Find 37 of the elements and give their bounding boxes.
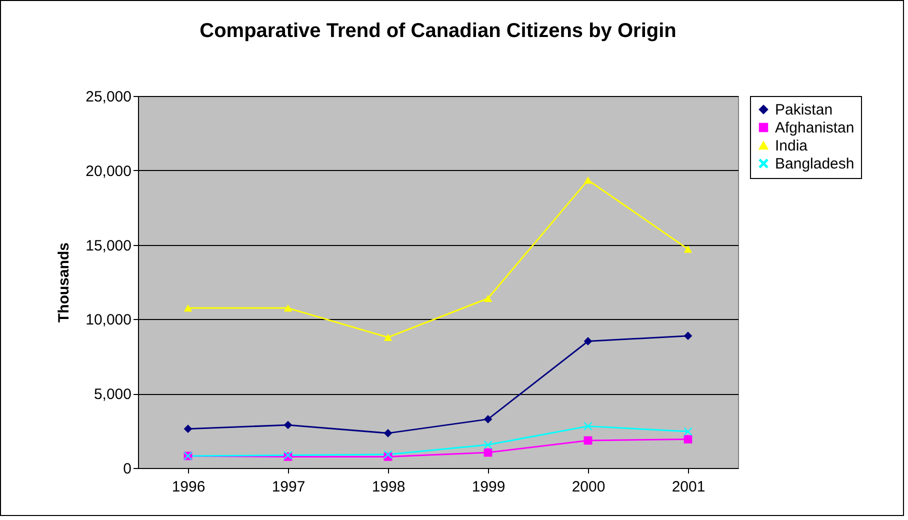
- x-tick-label: 1996: [172, 478, 206, 496]
- point: [184, 304, 192, 312]
- chart-title: Comparative Trend of Canadian Citizens by Origin: [200, 20, 676, 42]
- point: [684, 245, 692, 253]
- point: [584, 337, 592, 346]
- x-tick-label: 2000: [572, 478, 606, 496]
- legend-label: Bangladesh: [775, 156, 854, 172]
- point: [184, 424, 192, 434]
- y-tick-label: 15,000: [86, 237, 132, 254]
- point: [384, 334, 392, 341]
- y-axis-title: Thousands: [56, 242, 73, 323]
- point: [684, 332, 692, 340]
- legend-label: Afghanistan: [775, 120, 854, 136]
- x-tick-label: 1998: [372, 478, 406, 496]
- y-tick-label: 10,000: [86, 312, 132, 329]
- point: [284, 420, 292, 430]
- point: [484, 415, 492, 424]
- point: [384, 429, 392, 438]
- point: [284, 304, 292, 312]
- point: [684, 435, 692, 444]
- legend-label: Pakistan: [775, 102, 833, 118]
- legend-label: India: [775, 138, 808, 154]
- x-tick-label: 2001: [672, 478, 706, 496]
- point: [484, 294, 492, 302]
- x-tick-label: 1997: [272, 478, 306, 496]
- y-tick-label: 0: [123, 460, 132, 478]
- point: [584, 176, 592, 184]
- x-tick-label: 1999: [472, 478, 506, 496]
- point: [584, 436, 592, 445]
- point: [484, 448, 492, 457]
- y-tick-label: 5,000: [94, 386, 132, 404]
- y-tick-label: 20,000: [86, 162, 132, 180]
- point: [684, 427, 692, 436]
- point: [584, 422, 592, 430]
- point: [484, 440, 492, 449]
- y-tick-label: 25,000: [86, 88, 132, 106]
- point: [384, 450, 392, 459]
